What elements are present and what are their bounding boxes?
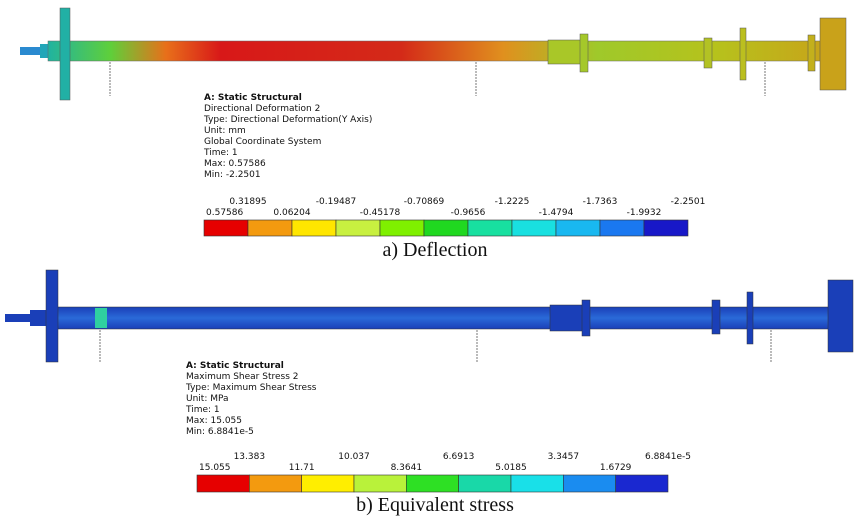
header-line: Min: 6.8841e-5 xyxy=(186,427,254,437)
legend-label: 0.06204 xyxy=(273,208,310,218)
legend-swatch xyxy=(204,220,248,236)
legend-label: -0.9656 xyxy=(451,208,486,218)
legend-swatch xyxy=(459,475,511,492)
header-line: Type: Maximum Shear Stress xyxy=(185,383,317,393)
legend-swatch xyxy=(600,220,644,236)
legend-label: -1.2225 xyxy=(495,197,530,207)
legend-swatch xyxy=(511,475,563,492)
legend-label: 13.383 xyxy=(234,452,266,462)
legend-label: 11.71 xyxy=(289,463,315,473)
legend-label: -1.4794 xyxy=(539,208,574,218)
legend-label: 1.6729 xyxy=(600,463,632,473)
legend-label: 3.3457 xyxy=(548,452,580,462)
legend-label: 5.0185 xyxy=(495,463,527,473)
legend-swatch xyxy=(292,220,336,236)
caption: b) Equivalent stress xyxy=(356,494,514,516)
legend-label: -2.2501 xyxy=(671,197,706,207)
header-line: Unit: MPa xyxy=(186,394,229,404)
legend-label: 0.57586 xyxy=(206,208,243,218)
legend-label: -1.7363 xyxy=(583,197,618,207)
legend-swatch xyxy=(302,475,354,492)
header-line: Time: 1 xyxy=(203,148,238,158)
figure: A: Static StructuralDirectional Deformat… xyxy=(0,0,855,524)
header-title: A: Static Structural xyxy=(186,361,284,371)
legend-label: -0.19487 xyxy=(316,197,356,207)
legend-swatch xyxy=(644,220,688,236)
header-line: Global Coordinate System xyxy=(204,137,321,147)
header-line: Directional Deformation 2 xyxy=(204,104,320,114)
header-line: Maximum Shear Stress 2 xyxy=(186,372,298,382)
legend-swatch xyxy=(249,475,301,492)
legend-swatch xyxy=(380,220,424,236)
legend-label: 8.3641 xyxy=(391,463,423,473)
legend-swatch xyxy=(406,475,458,492)
legend-swatch xyxy=(424,220,468,236)
legend-label: -1.9932 xyxy=(627,208,662,218)
header-line: Min: -2.2501 xyxy=(204,170,261,180)
legend-label: -0.70869 xyxy=(404,197,445,207)
legend-swatch xyxy=(512,220,556,236)
legend-swatch xyxy=(616,475,668,492)
legend-swatch xyxy=(468,220,512,236)
legend-label: -0.45178 xyxy=(360,208,401,218)
header-line: Time: 1 xyxy=(185,405,220,415)
legend-swatch xyxy=(556,220,600,236)
shaft-stress xyxy=(5,270,853,362)
legend-swatch xyxy=(248,220,292,236)
header-line: Max: 15.055 xyxy=(186,416,242,426)
legend-swatch xyxy=(354,475,406,492)
legend-label: 15.055 xyxy=(199,463,231,473)
legend-swatch xyxy=(563,475,615,492)
legend-label: 10.037 xyxy=(338,452,370,462)
header-title: A: Static Structural xyxy=(204,93,302,103)
legend-swatch xyxy=(197,475,249,492)
legend-label: 0.31895 xyxy=(229,197,266,207)
header-line: Unit: mm xyxy=(204,126,246,136)
shaft-deflection xyxy=(20,8,846,100)
legend-swatch xyxy=(336,220,380,236)
legend-label: 6.6913 xyxy=(443,452,475,462)
header-line: Type: Directional Deformation(Y Axis) xyxy=(203,115,372,125)
header-line: Max: 0.57586 xyxy=(204,159,266,169)
caption: a) Deflection xyxy=(383,239,488,261)
legend-label: 6.8841e-5 xyxy=(645,452,691,462)
